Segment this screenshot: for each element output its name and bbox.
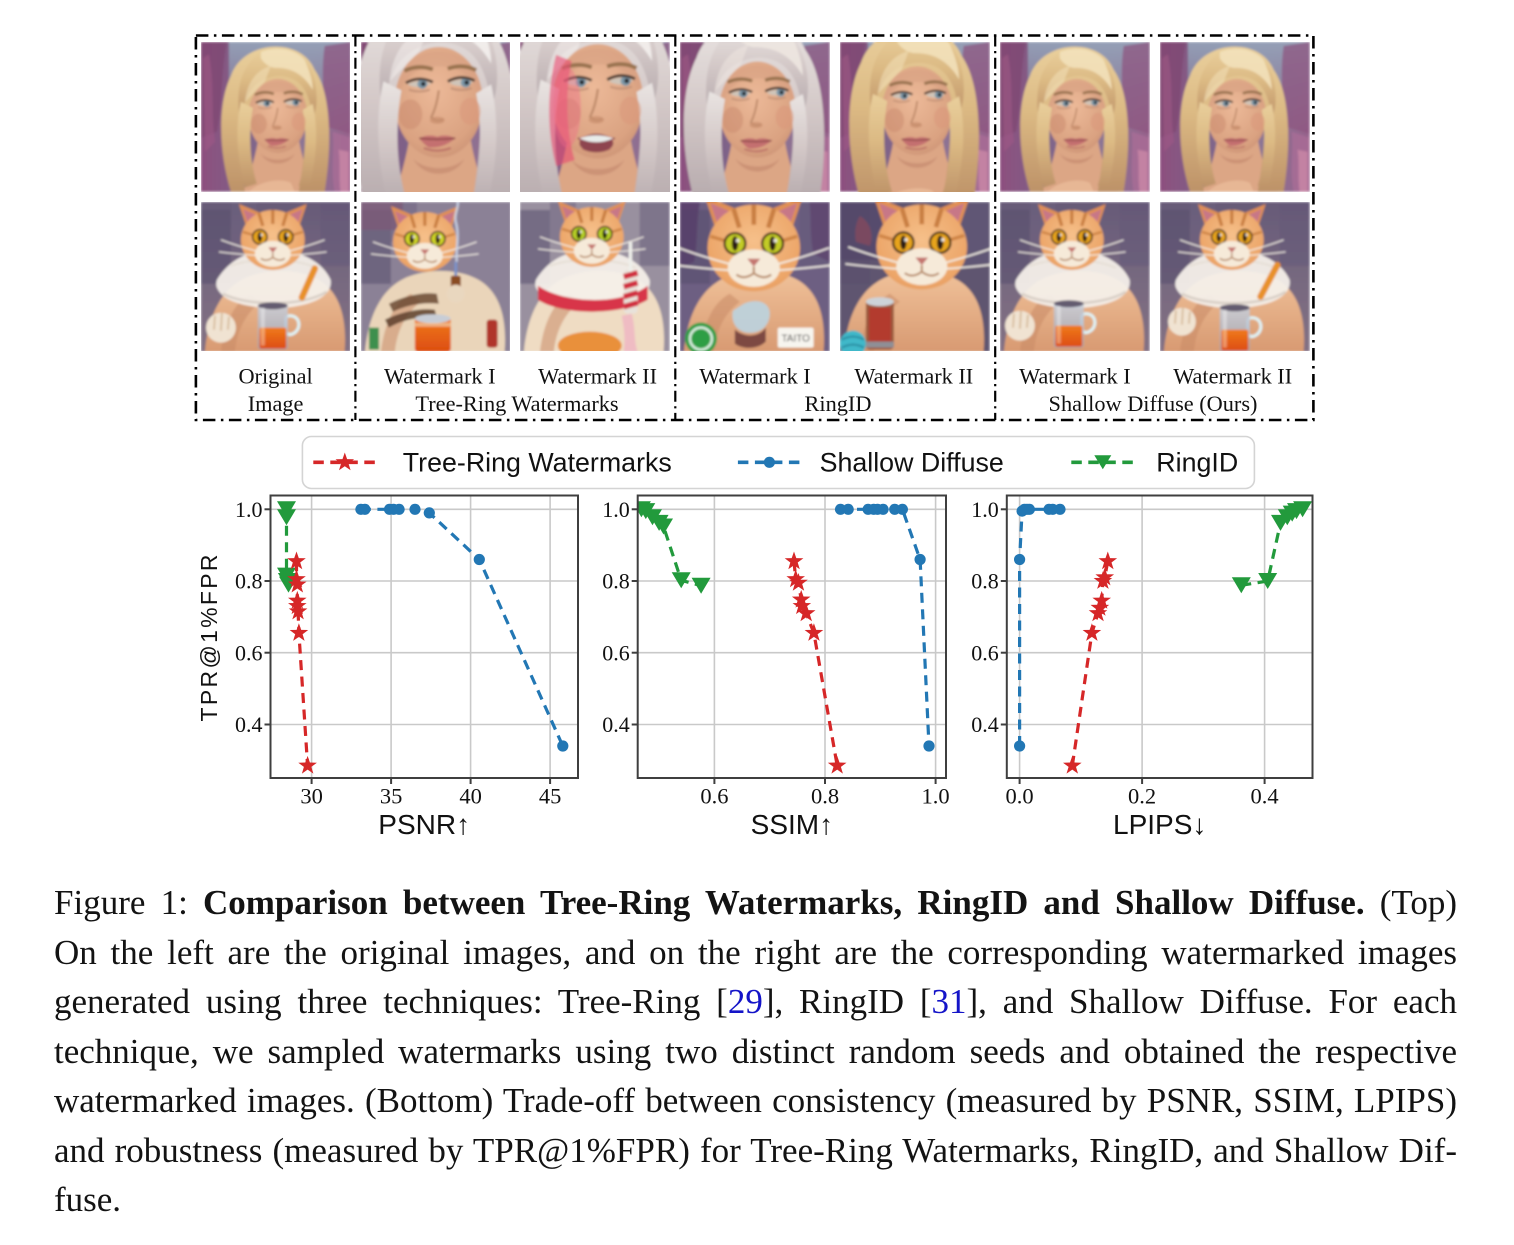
svg-text:0.6: 0.6 bbox=[235, 640, 263, 665]
svg-text:Tree-Ring Watermarks: Tree-Ring Watermarks bbox=[403, 447, 672, 477]
svg-text:Watermark I: Watermark I bbox=[1019, 364, 1130, 389]
svg-text:LPIPS↓: LPIPS↓ bbox=[1113, 809, 1206, 840]
svg-text:35: 35 bbox=[380, 784, 403, 809]
svg-text:Watermark I: Watermark I bbox=[384, 364, 495, 389]
svg-text:Image: Image bbox=[248, 391, 304, 416]
svg-text:0.0: 0.0 bbox=[1006, 784, 1034, 809]
svg-text:0.8: 0.8 bbox=[235, 569, 263, 594]
svg-text:0.4: 0.4 bbox=[1251, 784, 1279, 809]
svg-text:Tree-Ring Watermarks: Tree-Ring Watermarks bbox=[415, 391, 618, 416]
svg-text:30: 30 bbox=[300, 784, 323, 809]
svg-text:0.4: 0.4 bbox=[971, 712, 999, 737]
svg-text:Shallow Diffuse (Ours): Shallow Diffuse (Ours) bbox=[1049, 391, 1258, 416]
svg-text:Watermark II: Watermark II bbox=[854, 364, 973, 389]
svg-text:1.0: 1.0 bbox=[922, 784, 950, 809]
svg-text:Watermark I: Watermark I bbox=[699, 364, 810, 389]
svg-text:0.6: 0.6 bbox=[700, 784, 728, 809]
svg-text:1.0: 1.0 bbox=[971, 497, 999, 522]
svg-text:0.8: 0.8 bbox=[811, 784, 839, 809]
svg-text:TPR@1%FPR: TPR@1%FPR bbox=[196, 552, 222, 721]
svg-text:RingID: RingID bbox=[1156, 447, 1238, 477]
svg-text:PSNR↑: PSNR↑ bbox=[378, 809, 470, 840]
svg-text:1.0: 1.0 bbox=[235, 497, 263, 522]
svg-text:RingID: RingID bbox=[805, 391, 872, 416]
svg-text:0.6: 0.6 bbox=[602, 640, 630, 665]
svg-text:Watermark II: Watermark II bbox=[1173, 364, 1292, 389]
svg-text:SSIM↑: SSIM↑ bbox=[751, 809, 833, 840]
svg-text:0.4: 0.4 bbox=[602, 712, 630, 737]
svg-text:TAITO: TAITO bbox=[782, 333, 811, 344]
svg-text:45: 45 bbox=[539, 784, 562, 809]
svg-text:1.0: 1.0 bbox=[602, 497, 630, 522]
svg-text:Watermark II: Watermark II bbox=[538, 364, 657, 389]
svg-text:0.2: 0.2 bbox=[1128, 784, 1156, 809]
svg-text:0.8: 0.8 bbox=[602, 569, 630, 594]
svg-text:0.8: 0.8 bbox=[971, 569, 999, 594]
svg-text:0.4: 0.4 bbox=[235, 712, 263, 737]
svg-text:40: 40 bbox=[459, 784, 482, 809]
svg-text:0.6: 0.6 bbox=[971, 640, 999, 665]
svg-text:Shallow Diffuse: Shallow Diffuse bbox=[820, 447, 1004, 477]
svg-text:Original: Original bbox=[238, 364, 312, 389]
